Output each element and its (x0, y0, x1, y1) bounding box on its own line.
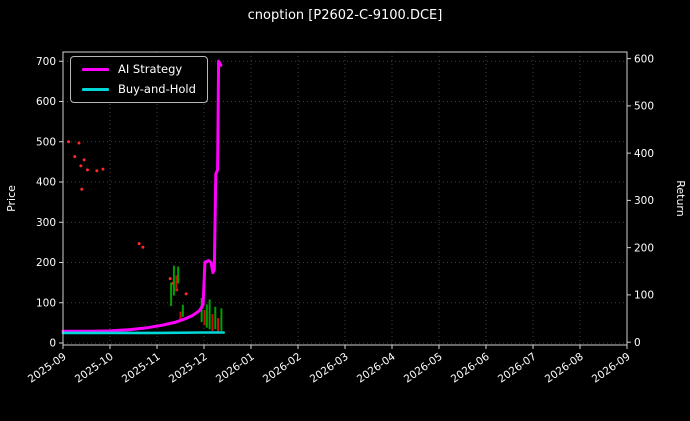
price-tick-label: 100 (36, 297, 56, 309)
date-tick-label: 2026-02 (261, 351, 304, 386)
price-tick-label: 600 (36, 96, 56, 108)
price-axis: 0 100 200 300 400 500 600 700 (36, 56, 63, 350)
price-tick-label: 200 (36, 257, 56, 269)
price-tick-label: 500 (36, 136, 56, 148)
legend-item-buy-and-hold: Buy-and-Hold (82, 81, 196, 96)
return-tick-label: 300 (634, 195, 654, 207)
price-tick-label: 300 (36, 217, 56, 229)
signal-dots (67, 140, 188, 296)
return-tick-label: 400 (634, 148, 654, 160)
date-axis: 2025-09 2025-10 2025-11 2025-12 2026-01 2026-… (26, 345, 633, 386)
date-tick-label: 2026-03 (308, 351, 351, 386)
legend: AI Strategy Buy-and-Hold (70, 56, 208, 103)
legend-line-swatch-ai-strategy (82, 68, 109, 72)
date-tick-label: 2026-09 (590, 351, 633, 386)
date-tick-label: 2026-08 (543, 351, 586, 386)
series-line-ai-strategy (61, 59, 223, 333)
date-tick-label: 2026-04 (355, 350, 398, 385)
legend-item-ai-strategy: AI Strategy (82, 62, 196, 76)
price-tick-label: 0 (49, 338, 56, 350)
trade-bars (170, 265, 223, 332)
return-tick-label: 0 (634, 337, 641, 349)
date-tick-label: 2025-09 (26, 351, 69, 386)
legend-item-label: Buy-and-Hold (118, 81, 196, 96)
return-tick-label: 100 (634, 290, 654, 302)
legend-item-label: AI Strategy (118, 62, 183, 76)
return-axis: 0 100 200 300 400 500 600 (627, 53, 654, 349)
return-tick-label: 200 (634, 242, 654, 254)
date-tick-label: 2026-06 (449, 350, 492, 385)
chart-title: cnoption [P2602-C-9100.DCE] (247, 8, 443, 23)
price-tick-label: 700 (36, 56, 56, 68)
date-tick-label: 2026-05 (402, 351, 445, 386)
date-tick-label: 2026-01 (214, 351, 257, 386)
date-tick-label: 2025-10 (73, 351, 116, 386)
date-tick-label: 2025-12 (167, 351, 210, 386)
date-tick-label: 2025-11 (120, 351, 163, 386)
return-tick-label: 600 (634, 53, 654, 65)
legend-line-swatch-buy-and-hold (82, 87, 109, 91)
return-tick-label: 500 (634, 101, 654, 113)
price-tick-label: 400 (36, 177, 56, 189)
date-tick-label: 2026-07 (496, 351, 539, 386)
right-axis-label: Return (674, 180, 687, 217)
left-axis-label: Price (5, 185, 18, 212)
